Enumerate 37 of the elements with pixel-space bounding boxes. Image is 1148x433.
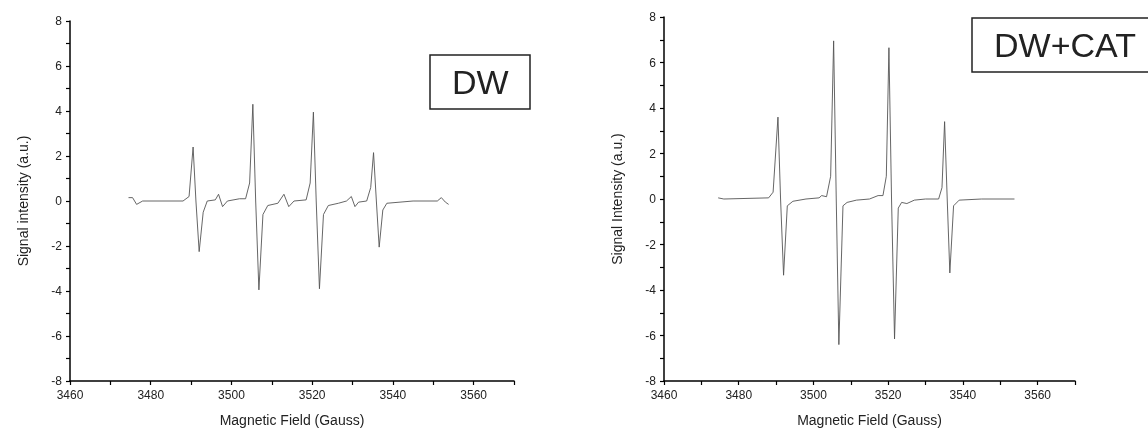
- x-axis-title: Magnetic Field (Gauss): [219, 412, 365, 428]
- y-tick-label: 2: [649, 146, 657, 161]
- x-tick-label: 3560: [460, 388, 488, 402]
- y-tick-label: -6: [51, 329, 63, 343]
- y-axis-title: Signal intensity (a.u.): [15, 135, 31, 267]
- x-tick-label: 3500: [800, 388, 828, 402]
- x-tick-label: 3480: [725, 388, 753, 402]
- x-tick-label: 3540: [949, 388, 977, 402]
- x-tick-label: 3520: [298, 388, 326, 402]
- y-tick-label: 8: [55, 14, 63, 28]
- y-tick-label: 6: [55, 59, 63, 73]
- x-tick-label: 3480: [137, 388, 165, 402]
- x-tick-label: 3460: [650, 388, 678, 402]
- y-tick-label: 4: [649, 101, 657, 115]
- x-axis-title: Magnetic Field (Gauss): [797, 412, 942, 428]
- y-tick-label: -4: [645, 283, 657, 297]
- x-tick-label: 3460: [56, 388, 84, 402]
- y-tick-label: -6: [645, 328, 657, 343]
- y-tick-label: -8: [51, 374, 63, 388]
- y-tick-label: -4: [51, 284, 63, 298]
- y-tick-label: 6: [649, 55, 657, 70]
- y-tick-label: -8: [645, 374, 657, 388]
- x-tick-label: 3520: [874, 388, 902, 402]
- y-axis-title: Signal Intensity (a.u.): [609, 133, 625, 265]
- x-tick-label: 3500: [218, 388, 246, 402]
- y-tick-label: 4: [55, 104, 63, 118]
- chart-title: DW+CAT: [994, 26, 1136, 64]
- y-tick-label: 2: [55, 149, 63, 163]
- y-tick-label: -2: [645, 237, 657, 252]
- line-series: [128, 103, 450, 291]
- x-tick-label: 3560: [1024, 388, 1052, 402]
- text: DW: [452, 63, 509, 101]
- x-tick-label: 3540: [379, 388, 407, 402]
- y-tick-label: 0: [649, 192, 657, 206]
- y-tick-label: 0: [55, 194, 63, 208]
- y-tick-label: -2: [51, 239, 63, 253]
- y-tick-label: 8: [649, 10, 657, 24]
